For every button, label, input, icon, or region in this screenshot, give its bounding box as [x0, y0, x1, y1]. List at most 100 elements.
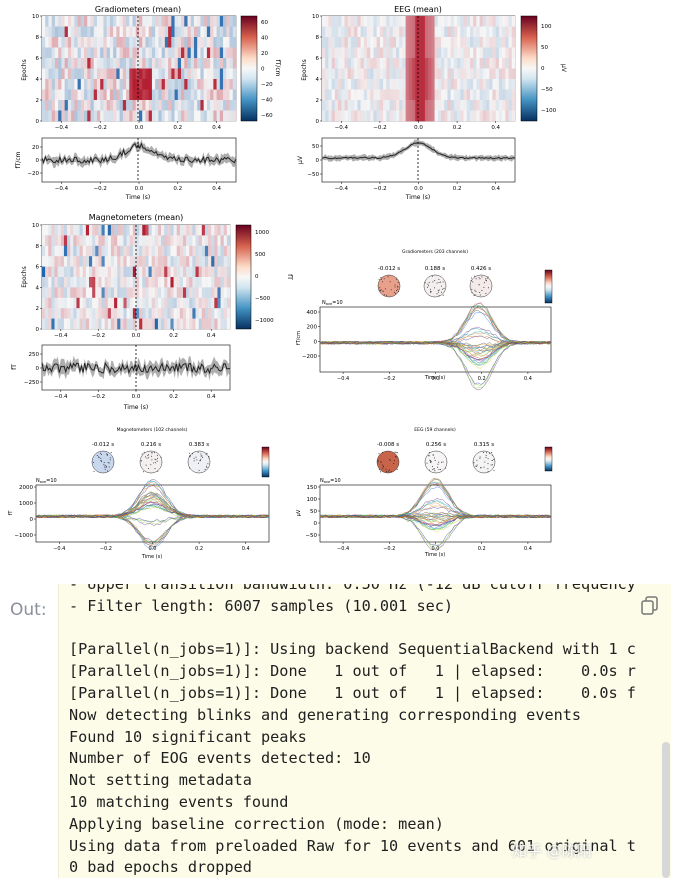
- heatmap-cell: [344, 58, 349, 69]
- heatmap-cell: [123, 308, 127, 319]
- heatmap-cell: [42, 256, 46, 267]
- heatmap-cell: [453, 37, 458, 48]
- heatmap-cell: [173, 245, 178, 257]
- heatmap-cell: [139, 89, 143, 101]
- heatmap-cell: [498, 100, 503, 111]
- heatmap-cell: [489, 58, 493, 69]
- heatmap-cell: [114, 235, 118, 247]
- heatmap-cell: [158, 37, 162, 48]
- heatmap-cell: [379, 16, 384, 27]
- output-block[interactable]: - Upper transition bandwidth: 0.50 Hz (-…: [58, 584, 671, 878]
- heatmap-cell: [77, 110, 82, 122]
- heatmap-cell: [48, 245, 52, 257]
- heatmap-cell: [90, 79, 95, 90]
- heatmap-cell: [89, 256, 93, 267]
- heatmap-cell: [200, 100, 204, 111]
- heatmap-cell: [392, 79, 397, 90]
- heatmap-cell: [60, 308, 65, 319]
- heatmap-cell: [84, 58, 88, 69]
- heatmap-cell: [120, 287, 124, 299]
- heatmap-cell: [170, 287, 174, 299]
- heatmap-cell: [211, 308, 215, 319]
- heatmap-cell: [70, 297, 74, 309]
- heatmap-cell: [106, 110, 111, 122]
- heatmap-cell: [98, 277, 102, 288]
- heatmap-cell: [463, 110, 468, 122]
- heatmap-cell: [450, 68, 455, 80]
- heatmap-cell: [508, 89, 513, 101]
- heatmap-cell: [109, 26, 114, 38]
- heatmap-cell: [399, 47, 403, 59]
- heatmap-cell: [98, 266, 102, 278]
- heatmap-cell: [67, 277, 71, 288]
- heatmap-cell: [370, 79, 374, 90]
- heatmap-cell: [505, 16, 509, 27]
- heatmap-cell: [204, 245, 209, 257]
- y-tick-label: 8: [316, 35, 320, 41]
- heatmap-cell: [154, 225, 159, 236]
- heatmap-cell: [164, 79, 169, 90]
- heatmap-cell: [328, 37, 332, 48]
- heatmap-cell: [170, 266, 174, 278]
- copy-icon[interactable]: [639, 594, 661, 616]
- heatmap-cell: [158, 26, 162, 38]
- heatmap-cell: [360, 26, 365, 38]
- heatmap-cell: [441, 37, 445, 48]
- heatmap-cell: [71, 100, 75, 111]
- heatmap-cell: [161, 16, 166, 27]
- heatmap-cell: [395, 79, 400, 90]
- heatmap-cell: [428, 89, 432, 101]
- heatmap-cell: [42, 277, 46, 288]
- heatmap-cell: [139, 79, 143, 90]
- heatmap-cell: [486, 58, 490, 69]
- heatmap-cell: [139, 110, 143, 122]
- heatmap-cell: [71, 89, 75, 101]
- scrollbar[interactable]: [662, 742, 670, 878]
- heatmap-cell: [473, 100, 477, 111]
- heatmap-cell: [325, 68, 329, 80]
- heatmap-cell: [54, 318, 58, 330]
- heatmap-cell: [164, 225, 168, 236]
- heatmap-cell: [338, 58, 342, 69]
- heatmap-cell: [126, 47, 130, 59]
- heatmap-cell: [219, 100, 224, 111]
- heatmap-cell: [206, 89, 211, 101]
- heatmap-cell: [211, 277, 215, 288]
- heatmap-cell: [463, 37, 468, 48]
- heatmap-cell: [223, 287, 228, 299]
- heatmap-cell: [469, 79, 474, 90]
- cbar-tick-label: −500: [255, 296, 271, 302]
- heatmap-cell: [502, 26, 506, 38]
- heatmap-cell: [42, 318, 46, 330]
- heatmap-cell: [179, 245, 184, 257]
- heatmap-cell: [370, 37, 374, 48]
- heatmap-cell: [379, 26, 384, 38]
- heatmap-cell: [322, 37, 326, 48]
- heatmap-cell: [98, 308, 102, 319]
- heatmap-cell: [476, 58, 480, 69]
- heatmap-cell: [42, 225, 46, 236]
- heatmap-cell: [226, 297, 231, 309]
- heatmap-cell: [48, 235, 52, 247]
- heatmap-cell: [181, 68, 185, 80]
- heatmap-cell: [338, 110, 342, 122]
- heatmap-cell: [405, 79, 410, 90]
- heatmap-cell: [174, 89, 179, 101]
- heatmap-cell: [360, 68, 365, 80]
- heatmap-cell: [210, 100, 214, 111]
- heatmap-cell: [85, 318, 90, 330]
- heatmap-cell: [412, 68, 416, 80]
- heatmap-cell: [176, 277, 181, 288]
- heatmap-cell: [61, 37, 65, 48]
- channel-trace: [35, 500, 270, 519]
- heatmap-cell: [113, 37, 117, 48]
- heatmap-cell: [136, 308, 140, 319]
- heatmap-cell: [93, 37, 98, 48]
- heatmap-cell: [70, 245, 74, 257]
- heatmap-cell: [479, 26, 484, 38]
- heatmap-cell: [229, 26, 234, 38]
- heatmap-cell: [226, 100, 230, 111]
- heatmap-cell: [129, 37, 133, 48]
- heatmap-cell: [203, 89, 208, 101]
- x-tick-label: 0.2: [453, 125, 462, 131]
